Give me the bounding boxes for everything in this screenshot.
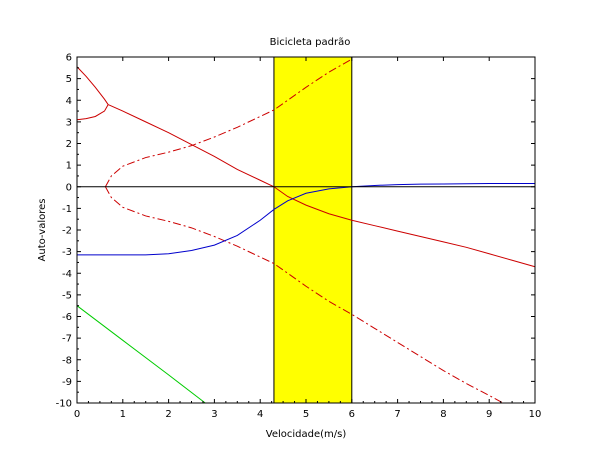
highlight-band (273, 56, 353, 404)
x-tick-label: 2 (165, 409, 171, 420)
x-tick-label: 3 (211, 409, 217, 420)
y-tick-label: 6 (66, 53, 72, 64)
x-tick-label: 8 (440, 409, 446, 420)
x-tick-label: 4 (257, 409, 263, 420)
y-tick-label: -3 (62, 247, 72, 258)
y-tick-label: 2 (66, 139, 72, 150)
y-tick-label: 0 (66, 182, 72, 193)
y-tick-label: 1 (66, 161, 72, 172)
y-tick-label: -7 (62, 334, 72, 345)
series-line-7 (76, 305, 206, 404)
x-tick-label: 6 (349, 409, 355, 420)
y-tick-label: -1 (62, 204, 72, 215)
y-tick-label: -9 (62, 377, 72, 388)
y-tick-label: -5 (62, 290, 72, 301)
y-tick-label: -2 (62, 226, 72, 237)
chart-title: Bicicleta padrão (270, 37, 351, 48)
y-tick-label: -6 (62, 312, 72, 323)
y-axis-label: Auto-valores (37, 199, 48, 262)
x-tick-label: 0 (74, 409, 80, 420)
series-line-4 (104, 58, 353, 187)
x-tick-label: 10 (529, 409, 542, 420)
y-tick-label: 4 (66, 96, 72, 107)
series-layer (76, 58, 536, 404)
series-line-3 (107, 104, 536, 268)
series-line-2 (76, 104, 109, 121)
series-line-5 (104, 186, 504, 404)
y-tick-label: -4 (62, 269, 72, 280)
highlight-band-layer (273, 56, 353, 404)
x-tick-label: 9 (486, 409, 492, 420)
series-line-6 (77, 183, 535, 256)
y-tick-label: 5 (66, 74, 72, 85)
x-axis-label: Velocidade(m/s) (266, 429, 347, 440)
x-tick-label: 7 (394, 409, 400, 420)
series-line-1 (76, 66, 109, 105)
y-tick-label: -8 (62, 355, 72, 366)
y-tick-label: 3 (66, 117, 72, 128)
x-tick-label: 1 (120, 409, 126, 420)
y-tick-label: -10 (56, 399, 72, 410)
x-tick-label: 5 (303, 409, 309, 420)
